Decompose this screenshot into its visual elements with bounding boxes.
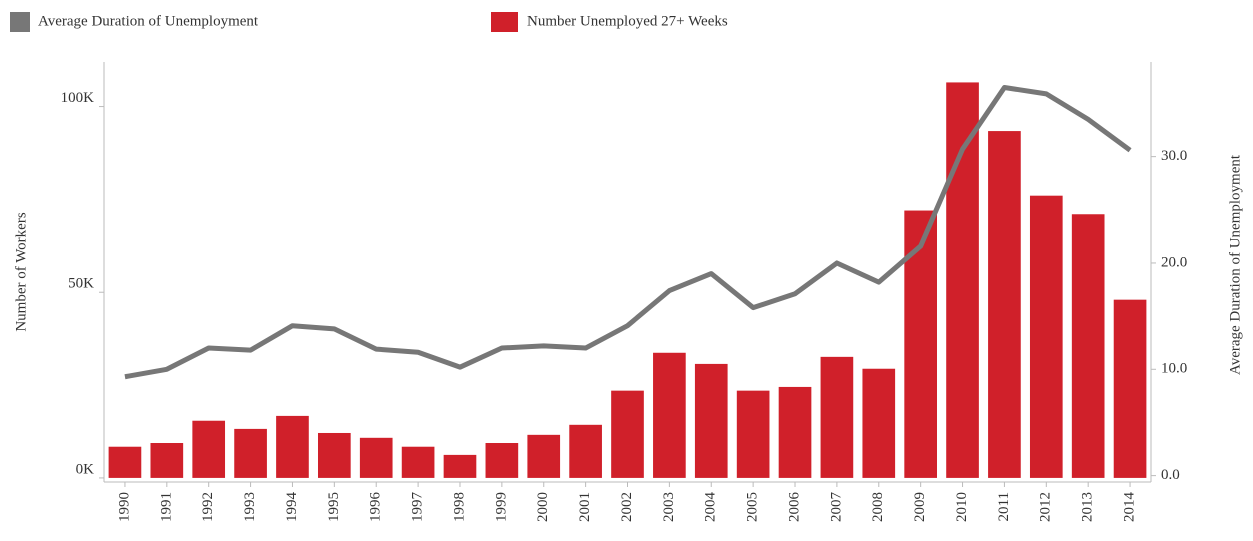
bar	[485, 443, 519, 478]
y2-tick-label: 30.0	[1161, 148, 1187, 164]
x-tick-label: 2008	[870, 492, 886, 522]
bar	[192, 420, 226, 478]
legend-label: Number Unemployed 27+ Weeks	[527, 13, 728, 29]
x-tick-label: 1999	[493, 492, 509, 522]
x-tick-label: 2012	[1038, 492, 1054, 522]
bar	[820, 356, 854, 478]
y-tick-label: 0K	[76, 461, 95, 477]
bar	[108, 446, 142, 478]
bar	[778, 386, 812, 478]
y2-tick-label: 0.0	[1161, 467, 1180, 483]
bar	[904, 210, 937, 478]
bar	[988, 131, 1021, 478]
bar	[276, 415, 309, 478]
y-tick-label: 100K	[61, 90, 95, 106]
x-tick-label: 1998	[451, 492, 467, 522]
bar	[653, 352, 686, 478]
bar	[1071, 214, 1105, 478]
y-axis-title: Number of Workers	[13, 212, 29, 331]
x-tick-label: 1993	[242, 492, 258, 522]
x-tick-label: 1991	[158, 492, 174, 522]
legend-label: Average Duration of Unemployment	[38, 13, 259, 29]
x-tick-label: 1997	[410, 492, 426, 523]
bar	[234, 428, 267, 478]
x-tick-label: 1994	[284, 492, 300, 523]
x-tick-label: 2013	[1080, 492, 1096, 522]
y2-axis-title: Average Duration of Unemployment	[1227, 154, 1243, 375]
x-tick-label: 2007	[828, 492, 844, 523]
legend-swatch	[10, 12, 30, 32]
y2-tick-label: 20.0	[1161, 254, 1187, 270]
bar	[401, 446, 435, 478]
y-tick-label: 50K	[68, 276, 94, 292]
x-tick-label: 2005	[745, 492, 761, 522]
legend-swatch	[491, 12, 518, 32]
x-tick-label: 1995	[326, 492, 342, 522]
bar	[946, 82, 979, 478]
bar	[611, 390, 644, 478]
bar	[736, 390, 770, 478]
bar	[527, 434, 561, 478]
x-tick-label: 2000	[535, 492, 551, 522]
x-tick-label: 1992	[200, 492, 216, 522]
x-tick-label: 1996	[368, 492, 384, 523]
bar	[1113, 299, 1147, 478]
bar	[569, 424, 602, 478]
x-tick-label: 2001	[577, 492, 593, 522]
line	[124, 85, 1132, 380]
bar	[694, 363, 728, 478]
bar	[1029, 195, 1063, 478]
x-tick-label: 1990	[116, 492, 132, 522]
x-tick-label: 2003	[661, 492, 677, 522]
x-tick-label: 2006	[786, 492, 802, 523]
bar	[150, 443, 184, 478]
x-tick-label: 2002	[619, 492, 635, 522]
bar	[318, 432, 351, 478]
bar	[862, 368, 896, 478]
bar	[359, 437, 393, 478]
x-tick-label: 2009	[912, 492, 928, 522]
bar	[443, 454, 477, 478]
y2-tick-label: 10.0	[1161, 361, 1187, 377]
x-tick-label: 2004	[703, 492, 719, 523]
x-tick-label: 2011	[996, 492, 1012, 521]
x-tick-label: 2014	[1121, 492, 1137, 523]
x-tick-label: 2010	[954, 492, 970, 522]
